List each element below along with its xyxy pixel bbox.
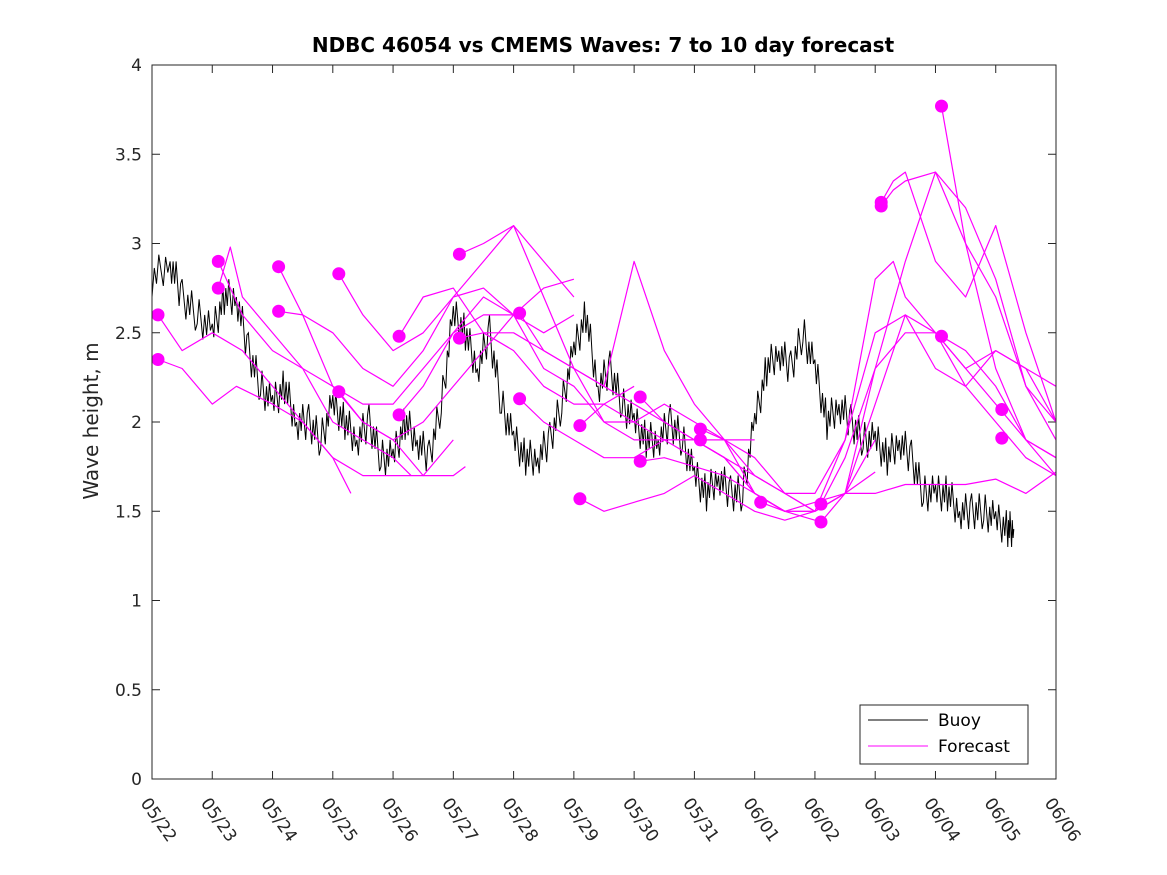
y-axis-label: Wave height, m — [79, 342, 103, 499]
y-tick-label: 2 — [131, 413, 142, 433]
forecast-series-line — [338, 225, 575, 352]
forecast-series-line — [940, 105, 1057, 459]
forecast-start-marker — [874, 199, 888, 213]
forecast-start-marker — [693, 433, 707, 447]
x-tick-label: 06/01 — [739, 794, 783, 846]
forecast-series-line — [217, 261, 412, 477]
y-tick-label: 3.5 — [115, 145, 142, 165]
x-tick-label: 05/28 — [498, 794, 542, 846]
legend-box — [859, 704, 1029, 765]
x-tick-label: 05/25 — [317, 794, 361, 846]
forecast-start-marker — [211, 254, 225, 268]
forecast-start-marker — [151, 308, 165, 322]
forecast-series-line — [941, 335, 1057, 476]
x-tick-label: 05/30 — [618, 794, 662, 846]
forecast-start-marker — [211, 281, 225, 295]
y-tick-label: 4 — [131, 56, 142, 76]
y-tick-label: 0 — [131, 770, 142, 790]
forecast-start-marker — [573, 419, 587, 433]
forecast-start-marker — [513, 306, 527, 320]
x-tick-label: 06/03 — [859, 794, 903, 846]
legend-buoy-label: Buoy — [938, 711, 981, 731]
forecast-start-marker — [513, 392, 527, 406]
forecast-start-marker — [995, 431, 1009, 445]
x-tick-label: 05/26 — [377, 794, 421, 846]
y-tick-label: 2.5 — [115, 324, 142, 344]
forecast-start-marker — [272, 260, 286, 274]
y-tick-label: 3 — [131, 235, 142, 255]
forecast-series-line — [880, 171, 1057, 423]
x-tick-label: 06/04 — [919, 794, 963, 846]
forecast-series-line — [760, 260, 1057, 512]
forecast-start-marker — [995, 403, 1009, 416]
forecast-start-marker — [693, 422, 707, 436]
forecast-start-marker — [814, 515, 828, 529]
forecast-start-marker — [754, 495, 768, 509]
forecast-series-line — [338, 314, 575, 441]
forecast-start-marker — [332, 267, 346, 281]
legend-forecast-label: Forecast — [938, 737, 1010, 757]
forecast-start-marker — [272, 304, 286, 318]
y-tick-label: 0.5 — [115, 681, 142, 701]
forecast-start-marker — [151, 353, 165, 366]
forecast-start-markers — [151, 99, 1009, 529]
forecast-series-line — [880, 171, 1057, 423]
legend: Buoy Forecast — [859, 704, 1029, 765]
forecast-start-marker — [332, 385, 346, 399]
x-tick-label: 06/06 — [1040, 794, 1084, 846]
x-tick-label: 05/27 — [437, 794, 481, 846]
forecast-series-line — [278, 278, 575, 387]
x-tick-label: 05/24 — [256, 794, 300, 846]
forecast-series-line — [217, 246, 454, 477]
chart-title: NDBC 46054 vs CMEMS Waves: 7 to 10 day f… — [312, 33, 895, 57]
y-tick-label: 1.5 — [115, 502, 142, 522]
forecast-start-marker — [633, 454, 647, 468]
forecast-start-marker — [935, 329, 948, 343]
y-axis-ticks: 0 0.5 1 1.5 2 2.5 3 3.5 4 — [115, 56, 1056, 790]
x-tick-label: 05/23 — [196, 794, 240, 846]
x-tick-label: 06/05 — [980, 794, 1024, 846]
axes-box — [151, 64, 1057, 780]
forecast-series-line — [157, 358, 466, 477]
x-tick-label: 05/31 — [678, 794, 722, 846]
x-tick-label: 06/02 — [799, 794, 843, 846]
x-tick-label: 05/29 — [558, 794, 602, 846]
y-tick-label: 1 — [131, 592, 142, 612]
forecast-start-marker — [452, 331, 466, 345]
forecast-start-marker — [633, 390, 647, 404]
forecast-series-line — [820, 314, 1057, 523]
buoy-series-layer — [151, 254, 1015, 548]
forecast-start-marker — [392, 329, 406, 343]
forecast-start-marker — [814, 497, 828, 511]
forecast-start-marker — [935, 99, 948, 113]
buoy-series-line — [151, 254, 1015, 548]
forecast-start-marker — [392, 408, 406, 422]
forecast-start-marker — [573, 492, 587, 506]
forecast-series-line — [398, 314, 695, 459]
x-tick-label: 05/22 — [136, 794, 180, 846]
forecast-start-marker — [452, 247, 466, 261]
forecast-series-layer — [157, 105, 1057, 523]
forecast-series-line — [278, 266, 514, 405]
